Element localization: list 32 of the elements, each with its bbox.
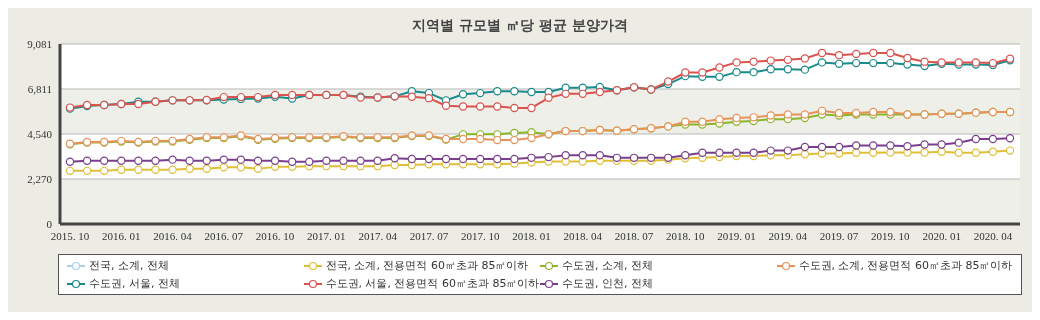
y-tick-label: 0: [46, 217, 53, 230]
x-tick-label: 2017. 04: [358, 229, 398, 242]
x-tick-label: 2017. 07: [409, 229, 449, 242]
legend-label: 전국, 소계, 전용면적 60㎡초과 85㎡이하: [325, 258, 529, 273]
legend-label: 수도권, 서울, 전용면적 60㎡초과 85㎡이하: [325, 276, 540, 291]
x-tick-label: 2016. 07: [204, 229, 244, 242]
legend-label: 수도권, 소계, 전용면적 60㎡초과 85㎡이하: [798, 258, 1013, 273]
y-tick-label: 9,081: [27, 37, 52, 50]
legend-label: 수도권, 인천, 전체: [562, 276, 653, 291]
legend-label: 전국, 소계, 전체: [89, 258, 169, 273]
x-tick-label: 2019. 07: [819, 229, 859, 242]
x-tick-label: 2018. 10: [666, 229, 706, 242]
x-tick-label: 2016. 04: [153, 229, 193, 242]
x-tick-label: 2020. 04: [973, 229, 1013, 242]
y-tick-label: 2,270: [27, 172, 53, 185]
x-tick-label: 2016. 10: [255, 229, 295, 242]
x-tick-label: 2015. 10: [50, 229, 90, 242]
legend-label: 수도권, 소계, 전체: [562, 258, 653, 273]
x-tick-label: 2019. 04: [768, 229, 808, 242]
legend-label: 수도권, 서울, 전체: [89, 276, 180, 291]
x-tick-label: 2017. 01: [307, 229, 346, 242]
x-tick-label: 2018. 04: [563, 229, 603, 242]
y-tick-label: 6,811: [27, 82, 52, 95]
x-tick-label: 2017. 10: [460, 229, 500, 242]
x-tick-label: 2018. 07: [614, 229, 654, 242]
x-tick-label: 2019. 10: [871, 229, 911, 242]
x-tick-label: 2020. 01: [922, 229, 961, 242]
y-tick-label: 4,540: [27, 127, 53, 140]
x-tick-label: 2016. 01: [102, 229, 141, 242]
x-tick-label: 2018. 01: [512, 229, 551, 242]
x-tick-label: 2019. 01: [717, 229, 756, 242]
chart-title: 지역별 규모별 ㎡당 평균 분양가격: [411, 16, 629, 35]
